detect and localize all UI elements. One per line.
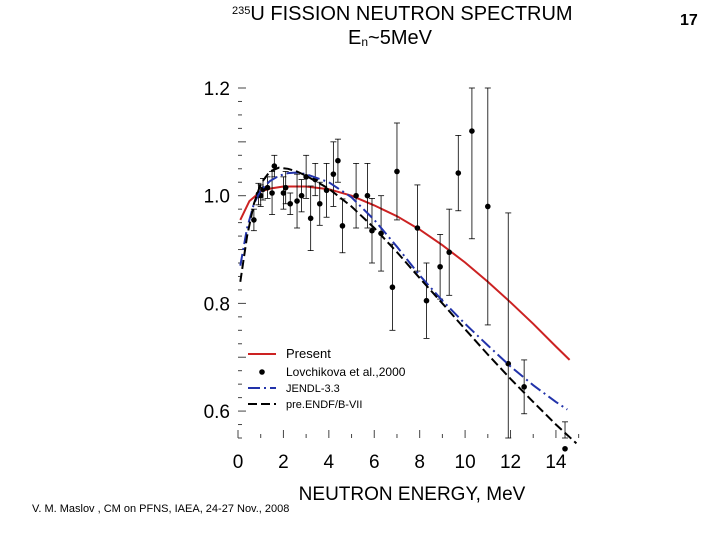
x-tick-label: 10	[455, 452, 476, 473]
data-point	[353, 192, 359, 199]
data-point	[414, 225, 421, 231]
x-tick-label: 12	[500, 452, 521, 473]
data-point	[303, 174, 309, 180]
series-line-3	[239, 166, 578, 445]
data-point	[339, 223, 346, 229]
x-tick-label: 8	[414, 452, 425, 473]
x-tick-label: 6	[369, 452, 380, 473]
x-tick-label: 0	[233, 452, 244, 473]
data-point	[323, 187, 330, 194]
data-point	[521, 384, 527, 390]
x-axis-title: NEUTRON ENERGY, MeV	[299, 484, 526, 505]
data-point	[316, 200, 323, 207]
data-point	[287, 200, 294, 207]
title-main: U FISSION NEUTRON SPECTRUM	[250, 3, 573, 25]
y-tick-label: 0.8	[204, 294, 230, 315]
subtitle-suffix: ~5MeV	[368, 27, 432, 49]
data-point	[562, 445, 568, 452]
data-point	[298, 192, 305, 199]
data-point	[394, 168, 400, 175]
data-point	[455, 170, 462, 176]
data-point	[389, 284, 396, 291]
data-point	[269, 190, 275, 196]
tick-labels: 0.6 0.8 1.0 1.2 0 2 4 6 8 10 12 14	[204, 79, 567, 473]
legend-marker	[259, 369, 265, 375]
footer-citation: V. M. Maslov , CM on PFNS, IAEA, 24-27 N…	[32, 503, 290, 515]
title-superscript: 235	[232, 5, 251, 17]
y-tick-label: 1.0	[204, 187, 230, 208]
tick-marks	[237, 87, 580, 439]
legend-label: JENDL-3.3	[286, 383, 340, 395]
data-point	[446, 249, 453, 256]
data-point	[264, 184, 271, 191]
data-point	[335, 157, 341, 164]
subtitle-prefix: E	[348, 27, 362, 49]
data-point	[369, 227, 375, 234]
series-line-2	[239, 171, 568, 411]
data-point	[437, 263, 443, 270]
y-tick-label: 0.6	[204, 402, 230, 423]
x-tick-label: 4	[324, 452, 335, 473]
chart-title: 235U FISSION NEUTRON SPECTRUM	[232, 2, 573, 26]
data-point	[280, 190, 287, 196]
x-tick-label: 14	[545, 452, 567, 473]
data-point	[330, 171, 337, 177]
legend-label: pre.ENDF/B-VII	[286, 399, 362, 411]
data-point	[485, 203, 491, 210]
data-point	[307, 215, 314, 222]
series-layer	[239, 87, 578, 452]
series-line-0	[239, 185, 571, 361]
legend-label: Lovchikova et al.,2000	[286, 365, 406, 379]
chart-subtitle: En~5MeV	[348, 26, 432, 52]
data-point	[282, 184, 289, 191]
legend: Present Lovchikova et al.,2000 JENDL-3.3 pr…	[248, 346, 406, 411]
data-point	[469, 128, 475, 134]
data-point	[271, 163, 278, 169]
data-point	[251, 217, 257, 223]
x-tick-label: 2	[278, 452, 289, 473]
data-point	[294, 198, 300, 204]
data-point	[364, 192, 371, 199]
subtitle-subscript: n	[361, 35, 369, 49]
y-tick-label: 1.2	[204, 79, 230, 100]
legend-label: Present	[286, 346, 331, 361]
slide-number: 17	[680, 12, 698, 29]
data-point	[423, 297, 430, 304]
